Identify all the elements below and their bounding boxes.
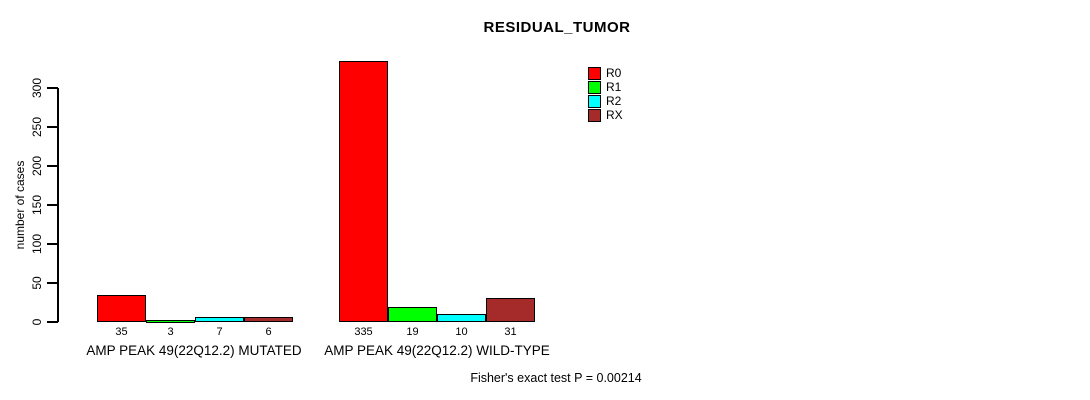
y-axis-tick-label: 250 (30, 116, 44, 138)
y-axis-tick-label: 300 (30, 77, 44, 99)
y-axis-tick (47, 204, 58, 206)
y-axis-tick-label: 150 (30, 194, 44, 216)
y-axis-label: number of cases (13, 160, 27, 250)
legend-swatch-r0 (588, 66, 601, 80)
legend-label-rx: RX (606, 107, 623, 122)
bar-value-label: 7 (216, 326, 223, 338)
y-axis-tick (47, 87, 58, 89)
bar-value-label: 3 (167, 326, 174, 338)
bar-value-label: 10 (455, 326, 468, 338)
legend-swatch-r2 (588, 94, 601, 108)
y-axis-tick (47, 126, 58, 128)
x-category-label-mutated: AMP PEAK 49(22Q12.2) MUTATED (86, 343, 302, 358)
x-category-label-wild-type: AMP PEAK 49(22Q12.2) WILD-TYPE (324, 343, 550, 358)
bar-value-label: 335 (354, 326, 373, 338)
bar-r1-group2 (388, 307, 437, 322)
bar-value-label: 35 (115, 326, 128, 338)
legend-row-r0: R0 (588, 66, 623, 80)
y-axis-tick-label: 0 (30, 318, 44, 326)
bar-value-label: 31 (504, 326, 517, 338)
y-axis-tick-label: 100 (30, 233, 44, 255)
legend-label-r0: R0 (606, 65, 622, 80)
legend-swatch-rx (588, 108, 601, 122)
y-axis-tick (47, 243, 58, 245)
legend-row-rx: RX (588, 108, 623, 122)
y-axis-tick (47, 165, 58, 167)
bar-r0-group1 (97, 294, 146, 322)
legend-label-r1: R1 (606, 79, 622, 94)
bar-value-label: 19 (406, 326, 419, 338)
chart-title: RESIDUAL_TUMOR (483, 19, 631, 36)
bar-rx-group1 (244, 317, 293, 322)
legend-row-r1: R1 (588, 80, 623, 94)
fisher-test-annotation: Fisher's exact test P = 0.00214 (470, 371, 642, 385)
legend: R0 R1 R2 RX (588, 66, 623, 122)
legend-swatch-r1 (588, 80, 601, 94)
y-axis-tick (47, 321, 58, 323)
y-axis-tick-label: 200 (30, 155, 44, 177)
bar-value-label: 6 (265, 326, 272, 338)
bar-r1-group1 (146, 319, 195, 323)
bar-r2-group2 (437, 314, 486, 322)
legend-label-r2: R2 (606, 93, 622, 108)
legend-row-r2: R2 (588, 94, 623, 108)
bar-r2-group1 (195, 316, 244, 322)
y-axis-tick-label: 50 (30, 276, 44, 290)
bar-rx-group2 (486, 297, 535, 322)
bar-r0-group2 (339, 60, 388, 322)
y-axis-tick (47, 282, 58, 284)
